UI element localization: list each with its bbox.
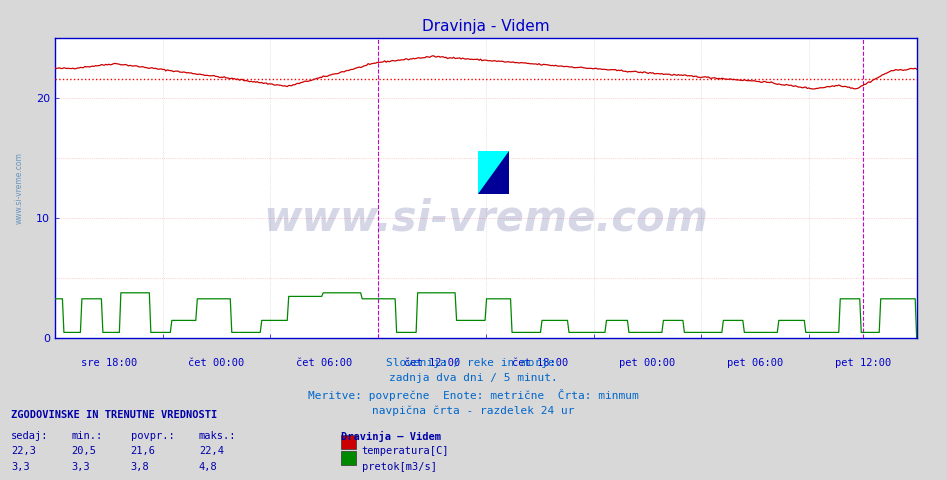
Text: maks.:: maks.: <box>199 431 237 441</box>
Text: pet 06:00: pet 06:00 <box>727 358 783 368</box>
Text: ZGODOVINSKE IN TRENUTNE VREDNOSTI: ZGODOVINSKE IN TRENUTNE VREDNOSTI <box>11 410 218 420</box>
Text: Slovenija / reke in morje.: Slovenija / reke in morje. <box>385 358 562 368</box>
Text: Dravinja – Videm: Dravinja – Videm <box>341 431 441 442</box>
Text: 3,3: 3,3 <box>71 462 90 472</box>
Text: 21,6: 21,6 <box>131 446 155 456</box>
Text: www.si-vreme.com: www.si-vreme.com <box>263 197 708 240</box>
Text: zadnja dva dni / 5 minut.: zadnja dva dni / 5 minut. <box>389 373 558 384</box>
Text: 22,4: 22,4 <box>199 446 223 456</box>
Text: čet 00:00: čet 00:00 <box>188 358 244 368</box>
Text: čet 06:00: čet 06:00 <box>296 358 352 368</box>
Title: Dravinja - Videm: Dravinja - Videm <box>422 20 549 35</box>
Text: povpr.:: povpr.: <box>131 431 174 441</box>
Text: 22,3: 22,3 <box>11 446 36 456</box>
Text: 20,5: 20,5 <box>71 446 96 456</box>
Text: čet 18:00: čet 18:00 <box>511 358 568 368</box>
Text: temperatura[C]: temperatura[C] <box>362 446 449 456</box>
Text: 4,8: 4,8 <box>199 462 218 472</box>
Text: sedaj:: sedaj: <box>11 431 49 441</box>
Text: sre 18:00: sre 18:00 <box>80 358 137 368</box>
Polygon shape <box>478 151 509 194</box>
Text: 3,3: 3,3 <box>11 462 30 472</box>
Text: www.si-vreme.com: www.si-vreme.com <box>14 153 24 224</box>
Text: pet 00:00: pet 00:00 <box>619 358 675 368</box>
Text: Meritve: povprečne  Enote: metrične  Črta: minmum: Meritve: povprečne Enote: metrične Črta:… <box>308 389 639 401</box>
Text: pretok[m3/s]: pretok[m3/s] <box>362 462 437 472</box>
Polygon shape <box>478 151 509 194</box>
Text: navpična črta - razdelek 24 ur: navpična črta - razdelek 24 ur <box>372 405 575 416</box>
Text: 3,8: 3,8 <box>131 462 150 472</box>
Text: pet 12:00: pet 12:00 <box>834 358 891 368</box>
Polygon shape <box>478 151 509 194</box>
Text: čet 12:00: čet 12:00 <box>403 358 460 368</box>
Text: min.:: min.: <box>71 431 102 441</box>
